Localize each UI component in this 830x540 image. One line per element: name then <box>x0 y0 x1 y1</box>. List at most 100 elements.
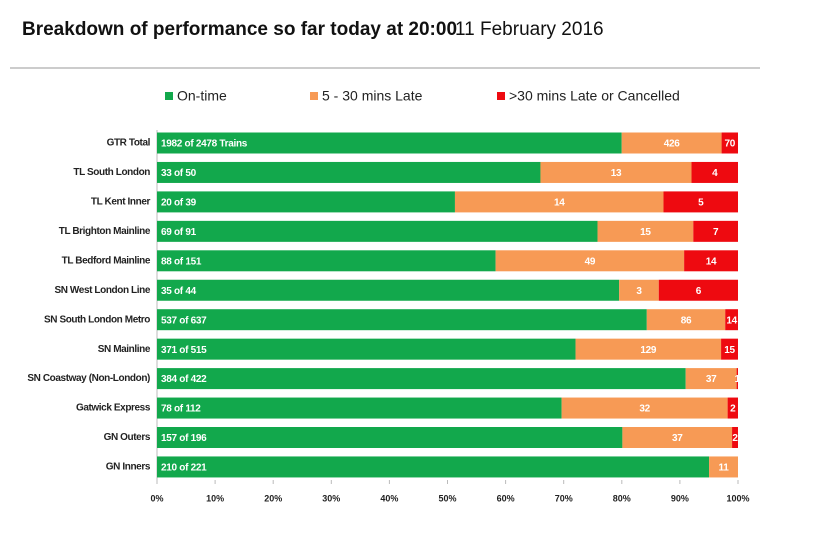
bar-segment <box>727 397 738 419</box>
chart-title: Breakdown of performance so far today at… <box>22 19 457 40</box>
category-label: GN Outers <box>104 432 151 443</box>
x-tick-label: 30% <box>322 493 340 503</box>
value-label: 15 <box>640 227 651 238</box>
value-label: 3 <box>636 286 642 297</box>
value-label: 70 <box>725 139 736 150</box>
value-label: 37 <box>672 433 683 444</box>
value-label: 210 of 221 <box>161 463 207 474</box>
bar-segment <box>619 279 659 301</box>
bar-segment <box>454 191 664 213</box>
category-label: Gatwick Express <box>76 403 151 414</box>
legend-label: On-time <box>177 88 227 104</box>
bar-segment <box>658 279 738 301</box>
category-label: SN West London Line <box>54 285 150 296</box>
bar-segment <box>157 220 598 242</box>
bar-segment <box>157 397 562 419</box>
bar-segment <box>622 427 733 448</box>
category-label: SN Mainline <box>98 344 151 355</box>
value-label: 7 <box>713 227 719 238</box>
bar-segment <box>157 191 455 213</box>
chart-subtitle: 11 February 2016 <box>455 19 604 40</box>
value-label: 49 <box>585 256 596 267</box>
bar-segment <box>684 250 738 272</box>
value-label: 14 <box>706 256 717 267</box>
bar-segment <box>157 279 620 301</box>
legend-swatch <box>165 92 173 100</box>
bar-segment <box>157 456 710 478</box>
category-label: TL Bedford Mainline <box>62 255 151 266</box>
category-label: TL Kent Inner <box>91 197 151 208</box>
category-label: GN Inners <box>106 462 151 473</box>
value-label: 11 <box>719 463 730 474</box>
value-label: 14 <box>726 315 737 326</box>
bar-segment <box>157 427 623 448</box>
bar-segment <box>157 368 686 390</box>
bar-segment <box>157 338 576 360</box>
value-label: 35 of 44 <box>161 286 197 297</box>
legend-label: 5 - 30 mins Late <box>322 88 423 104</box>
bar-segment <box>721 132 738 154</box>
x-tick-label: 60% <box>497 493 515 503</box>
bar-segment <box>663 191 738 213</box>
bar-segment <box>157 250 496 272</box>
bar-segment <box>157 161 541 183</box>
bar-segment <box>646 309 726 331</box>
value-label: 20 of 39 <box>161 198 197 209</box>
x-tick-label: 10% <box>206 493 224 503</box>
value-label: 33 of 50 <box>161 168 197 179</box>
value-label: 14 <box>554 198 565 209</box>
x-tick-label: 50% <box>438 493 456 503</box>
value-label: 37 <box>706 374 717 385</box>
bar-segment <box>495 250 685 272</box>
value-label: 2 <box>732 433 738 444</box>
x-tick-label: 40% <box>380 493 398 503</box>
value-label: 78 of 112 <box>161 404 201 415</box>
value-label: 426 <box>664 139 681 150</box>
category-label: TL South London <box>73 167 150 178</box>
x-tick-label: 100% <box>726 493 749 503</box>
bar-segment <box>597 220 694 242</box>
category-label: SN South London Metro <box>44 314 150 325</box>
value-label: 2 <box>730 404 736 415</box>
category-label: TL Brighton Mainline <box>59 226 151 237</box>
value-label: 86 <box>681 315 692 326</box>
bar-segment <box>575 338 722 360</box>
legend-swatch <box>497 92 505 100</box>
bar-segment <box>736 368 738 390</box>
legend-swatch <box>310 92 318 100</box>
value-label: 384 of 422 <box>161 374 207 385</box>
x-tick-label: 20% <box>264 493 282 503</box>
value-label: 157 of 196 <box>161 433 207 444</box>
bar-segment <box>157 309 647 331</box>
category-label: SN Coastway (Non-London) <box>27 373 150 384</box>
value-label: 1982 of 2478 Trains <box>161 139 248 150</box>
value-label: 1 <box>735 374 741 385</box>
bar-segment <box>621 132 722 154</box>
category-label: GTR Total <box>107 138 151 149</box>
bar-segment <box>691 161 738 183</box>
x-tick-label: 90% <box>671 493 689 503</box>
bar-segment <box>157 132 622 154</box>
bar-segment <box>721 338 738 360</box>
value-label: 32 <box>639 404 650 415</box>
bar-segment <box>693 220 738 242</box>
bar-segment <box>709 456 738 478</box>
bar-segment <box>561 397 728 419</box>
value-label: 69 of 91 <box>161 227 197 238</box>
value-label: 5 <box>698 198 704 209</box>
bar-segment <box>725 309 738 331</box>
value-label: 13 <box>611 168 622 179</box>
value-label: 4 <box>712 168 718 179</box>
value-label: 15 <box>724 345 735 356</box>
value-label: 88 of 151 <box>161 256 202 267</box>
x-tick-label: 0% <box>150 493 163 503</box>
value-label: 6 <box>696 286 702 297</box>
value-label: 129 <box>640 345 657 356</box>
value-label: 537 of 637 <box>161 315 207 326</box>
x-tick-label: 70% <box>555 493 573 503</box>
bar-segment <box>685 368 737 390</box>
legend-label: >30 mins Late or Cancelled <box>509 88 680 104</box>
x-tick-label: 80% <box>613 493 631 503</box>
bar-segment <box>540 161 692 183</box>
